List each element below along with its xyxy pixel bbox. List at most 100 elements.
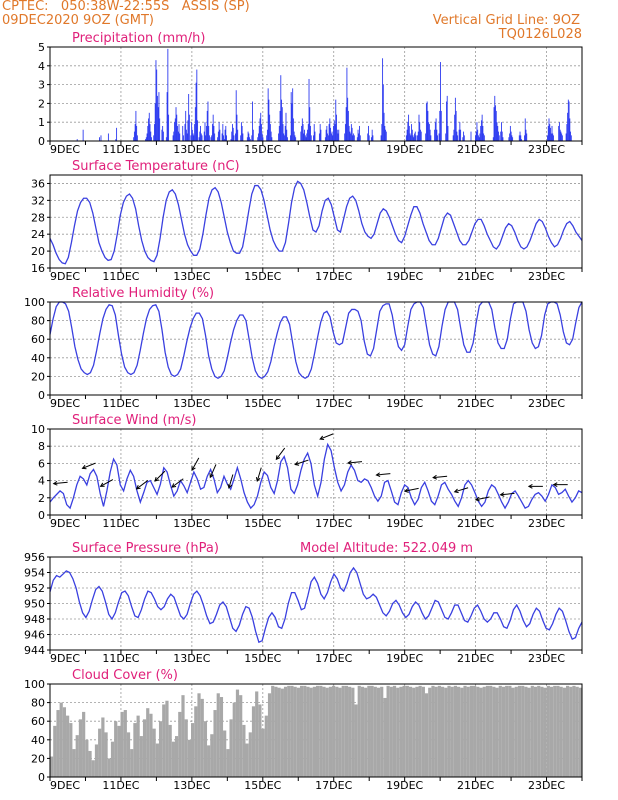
wind-arrow-head xyxy=(171,483,177,488)
precipitation-bar xyxy=(359,135,361,141)
pressure-x-tick-label: 15DEC xyxy=(244,652,281,665)
precipitation-bar xyxy=(278,133,280,141)
precipitation-bar xyxy=(480,120,482,141)
precipitation-bar xyxy=(351,127,353,141)
precipitation-bar xyxy=(333,120,335,141)
precipitation-bar xyxy=(345,107,347,141)
precipitation-bar xyxy=(407,122,409,141)
precipitation-bar xyxy=(196,69,198,141)
cloud-cover-x-tick-label: 19DEC xyxy=(386,779,423,792)
cloud-cover-bar xyxy=(136,715,140,777)
precipitation-bar xyxy=(419,122,421,141)
cloud-cover-bar xyxy=(453,685,458,777)
cloud-cover-y-tick-label: 100 xyxy=(24,678,45,691)
temperature-x-tick-label: 9DEC xyxy=(50,270,80,283)
precipitation-bar xyxy=(501,122,502,141)
wind-frame xyxy=(49,428,583,516)
cloud-cover-bar xyxy=(572,685,576,777)
precipitation-bar xyxy=(184,124,186,141)
wind-arrow-head xyxy=(453,488,459,494)
cloud-cover-bar xyxy=(341,685,345,777)
precipitation-bar xyxy=(417,135,418,141)
cloud-cover-bar xyxy=(508,685,512,777)
wind-arrow-shaft xyxy=(475,496,490,501)
precipitation-bar xyxy=(310,135,312,141)
precipitation-bar xyxy=(206,125,207,141)
precipitation-bar xyxy=(452,135,454,141)
precipitation-bar xyxy=(206,110,208,141)
wind-arrow-shaft xyxy=(376,473,391,476)
precipitation-bar xyxy=(221,133,223,141)
cloud-cover-bar xyxy=(328,686,333,777)
precipitation-bar xyxy=(283,133,285,141)
cloud-cover-bar xyxy=(479,687,483,777)
wind-x-tick-label: 15DEC xyxy=(244,517,281,530)
cloud-cover-bar xyxy=(389,686,393,777)
cloud-cover-bar xyxy=(133,723,137,777)
wind-arrow-head xyxy=(135,484,141,490)
precipitation-bar xyxy=(207,101,209,141)
cloud-cover-bar xyxy=(392,685,397,777)
cloud-cover-bar xyxy=(235,689,240,777)
precipitation-x-tick-label: 11DEC xyxy=(102,143,139,156)
precipitation-x-tick-label: 19DEC xyxy=(386,143,423,156)
cloud-cover-bar xyxy=(533,686,538,777)
precipitation-bar xyxy=(496,122,498,141)
precipitation-bar xyxy=(193,135,195,141)
precipitation-bar xyxy=(260,112,262,141)
precipitation-bar xyxy=(565,133,567,141)
cloud-cover-bar xyxy=(248,732,252,777)
cloud-cover-bar xyxy=(130,749,134,777)
precipitation-bar xyxy=(241,125,243,141)
cloud-cover-bar xyxy=(450,686,454,777)
precipitation-bar xyxy=(475,135,476,141)
precipitation-y-tick-label: 5 xyxy=(38,41,45,54)
precipitation-bar xyxy=(217,137,219,141)
precipitation-bar xyxy=(498,131,499,141)
precipitation-bar xyxy=(454,114,456,141)
precipitation-bar xyxy=(224,129,226,141)
pressure-x-tick-label: 21DEC xyxy=(457,652,494,665)
temperature-y-tick-label: 28 xyxy=(31,211,45,224)
precipitation-bar xyxy=(430,135,432,141)
precipitation-bar xyxy=(305,137,307,141)
precipitation-bar xyxy=(252,101,253,141)
precipitation-bar xyxy=(327,133,329,141)
precipitation-bar xyxy=(246,137,248,141)
cloud-cover-bar xyxy=(473,685,477,777)
precipitation-bar xyxy=(235,133,236,141)
precipitation-bar xyxy=(567,112,569,141)
precipitation-bar xyxy=(357,129,359,141)
precipitation-bar xyxy=(240,135,242,141)
precipitation-bar xyxy=(307,129,308,141)
precipitation-bar xyxy=(200,125,201,141)
precipitation-bar xyxy=(211,124,213,141)
precipitation-bar xyxy=(237,129,239,141)
precipitation-bar xyxy=(502,137,504,141)
pressure-y-tick-label: 944 xyxy=(24,644,45,657)
cloud-cover-bar xyxy=(123,710,127,777)
precipitation-bar xyxy=(198,137,200,141)
precipitation-bar xyxy=(547,125,549,141)
humidity-series-line xyxy=(49,301,583,380)
cloud-cover-bar xyxy=(98,728,102,777)
cloud-cover-bar xyxy=(139,736,143,777)
precipitation-bar xyxy=(217,131,219,141)
precipitation-bar xyxy=(333,125,334,141)
cloud-cover-bar xyxy=(184,719,188,777)
wind-title: Surface Wind (m/s) xyxy=(72,413,196,428)
precipitation-bar xyxy=(99,137,100,141)
precipitation-frame xyxy=(49,46,583,142)
wind-arrow-shaft xyxy=(154,470,166,482)
precipitation-bar xyxy=(175,107,177,141)
cloud-cover-bar xyxy=(578,687,582,777)
precipitation-bar xyxy=(524,118,526,141)
precipitation-bar xyxy=(414,133,415,141)
precipitation-bar xyxy=(408,125,410,141)
precipitation-bar xyxy=(203,131,205,141)
cloud-cover-bar xyxy=(94,744,99,777)
precipitation-bar xyxy=(292,88,294,141)
cloud-cover-bar xyxy=(165,700,169,777)
cloud-cover-bar xyxy=(174,736,179,777)
pressure-title: Surface Pressure (hPa) xyxy=(72,541,219,556)
